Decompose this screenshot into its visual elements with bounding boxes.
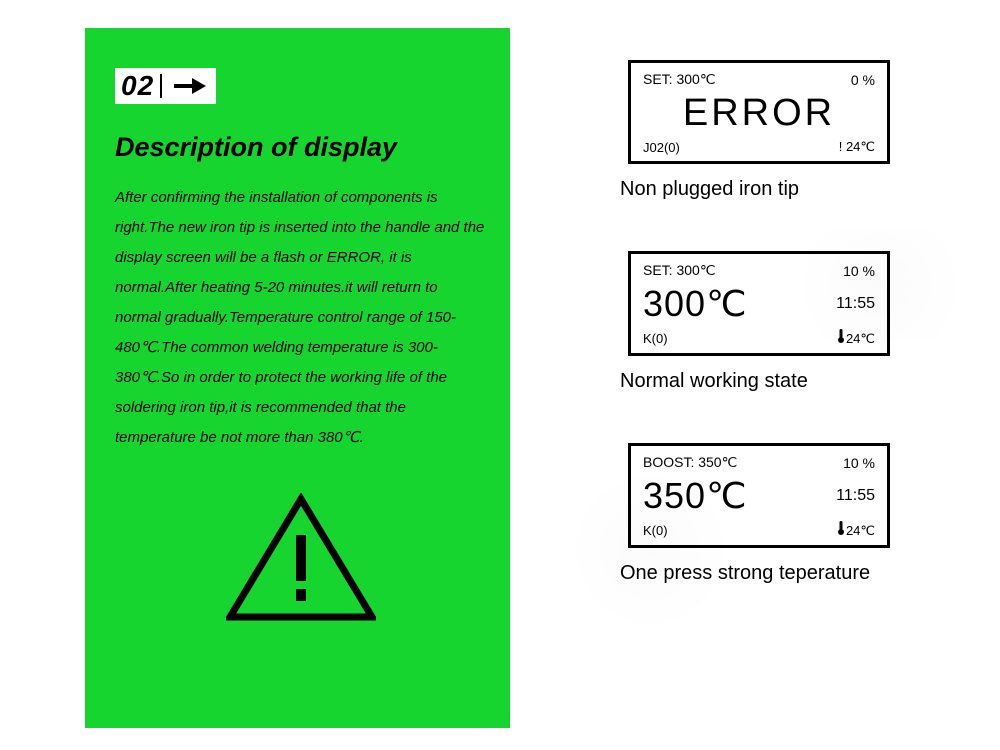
display-set-label: BOOST: 350℃: [643, 454, 737, 471]
display-time: 11:55: [836, 295, 875, 313]
display-main-row: 300℃ 11:55: [643, 283, 875, 325]
warning-icon: [115, 493, 486, 628]
display-main-value: ERROR: [643, 92, 875, 135]
display-preview: SET: 300℃ 0 % ERROR J02(0) ! 24℃ Non plugged …: [620, 60, 950, 201]
display-main-row: ERROR: [643, 92, 875, 135]
section-divider: [160, 74, 162, 98]
display-top-row: SET: 300℃ 0 %: [643, 71, 875, 88]
display-caption: Non plugged iron tip: [620, 178, 950, 201]
display-main-row: 350℃ 11:55: [643, 475, 875, 517]
lcd-display: SET: 300℃ 10 % 300℃ 11:55 K(0) 24℃: [628, 251, 890, 356]
panel-body: After confirming the installation of com…: [115, 183, 486, 453]
display-power-pct: 0 %: [851, 72, 875, 88]
arrow-right-icon: [172, 76, 206, 96]
display-ambient: 24℃: [836, 521, 875, 539]
display-ambient: 24℃: [836, 329, 875, 347]
display-bottom-row: K(0) 24℃: [643, 521, 875, 539]
lcd-display: BOOST: 350℃ 10 % 350℃ 11:55 K(0) 24℃: [628, 443, 890, 548]
display-tip-code: J02(0): [643, 140, 680, 155]
display-tip-code: K(0): [643, 331, 668, 346]
section-number: 02: [121, 70, 154, 102]
display-set-label: SET: 300℃: [643, 262, 716, 279]
display-bottom-row: J02(0) ! 24℃: [643, 139, 875, 155]
lcd-display: SET: 300℃ 0 % ERROR J02(0) ! 24℃: [628, 60, 890, 164]
display-bottom-row: K(0) 24℃: [643, 329, 875, 347]
display-preview: BOOST: 350℃ 10 % 350℃ 11:55 K(0) 24℃ One press…: [620, 443, 950, 585]
display-warn-mark: !: [839, 139, 846, 154]
description-panel: 02 Description of display After confirmi…: [85, 28, 510, 728]
thermometer-icon: [836, 329, 846, 343]
display-top-row: BOOST: 350℃ 10 %: [643, 454, 875, 471]
display-power-pct: 10 %: [843, 263, 875, 279]
display-ambient: ! 24℃: [839, 139, 875, 155]
display-previews-column: SET: 300℃0 %ERRORJ02(0)! 24℃Non plugged …: [620, 60, 950, 635]
display-time: 11:55: [836, 487, 875, 505]
display-main-value: 350℃: [643, 475, 748, 517]
display-caption: One press strong teperature: [620, 562, 950, 585]
thermometer-icon: [836, 521, 846, 535]
display-power-pct: 10 %: [843, 455, 875, 471]
display-tip-code: K(0): [643, 523, 668, 538]
display-main-value: 300℃: [643, 283, 748, 325]
display-preview: SET: 300℃ 10 % 300℃ 11:55 K(0) 24℃ Normal work…: [620, 251, 950, 393]
panel-title: Description of display: [115, 132, 486, 163]
display-caption: Normal working state: [620, 370, 950, 393]
section-tag: 02: [115, 68, 216, 104]
display-top-row: SET: 300℃ 10 %: [643, 262, 875, 279]
display-set-label: SET: 300℃: [643, 71, 716, 88]
